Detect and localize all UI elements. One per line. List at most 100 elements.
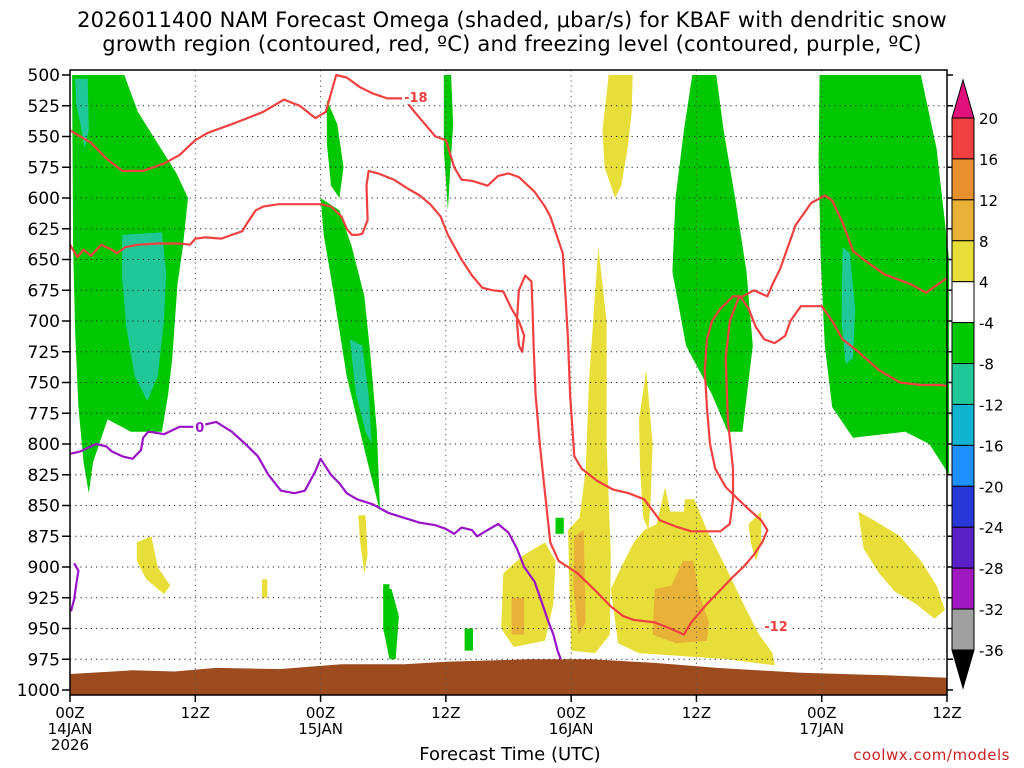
x-tick-label-72-0: 00Z [807,704,836,722]
x-axis-label: Forecast Time (UTC) [419,744,601,765]
colorbar-label-10: -24 [979,519,1004,537]
colorbar-label-9: -20 [979,478,1004,496]
colorbar-label-8: -16 [979,437,1004,455]
y-tick-label-650: 650 [28,251,60,271]
omega-region-24 [511,597,525,635]
colorbar-swatch-1 [951,117,975,160]
x-tick-label-48-0: 00Z [556,704,585,722]
x-tick-label-12-0: 12Z [181,704,210,722]
omega-region-15 [136,536,171,595]
omega-region-17 [262,579,268,598]
colorbar-swatch-9 [951,444,975,487]
omega-region-26 [652,560,709,644]
colorbar-label-4: 4 [979,274,989,292]
dgz-contour-label-bg-1 [762,618,791,634]
omega-region-10 [383,587,399,660]
y-tick-label-500: 500 [28,66,60,86]
y-tick-label-775: 775 [28,404,60,424]
colorbar: 20 16 12 8 4 -4 -8 -12 -16 -20 -24 -28 -32 -36 [951,78,1004,690]
y-tick-label-1000: 1000 [17,681,60,701]
omega-region-9 [841,247,856,365]
omega-region-5 [326,99,344,198]
omega-region-14 [602,75,633,198]
y-tick-label-900: 900 [28,558,60,578]
chart-title-line-1: 2026011400 NAM Forecast Omega (shaded, μ… [77,8,947,32]
colorbar-swatch-10 [951,485,975,528]
x-tick-label-60-0: 12Z [682,704,711,722]
y-tick-label-950: 950 [28,620,60,640]
x-tick-label-72-1: 17JAN [799,720,844,738]
y-axis: 500 525 550 575 600 625 650 675 700 725 750 775 800 8… [17,66,953,701]
x-tick-label-84-0: 12Z [932,704,961,722]
colorbar-swatch-3 [951,199,975,242]
omega-region-12 [464,628,473,651]
y-tick-label-575: 575 [28,158,60,178]
dgz-contour-label-bg-0 [402,89,431,105]
y-tick-label-850: 850 [28,497,60,517]
y-tick-label-825: 825 [28,466,60,486]
freezing-level-label-0: 0 [195,421,204,436]
omega-region-3 [320,198,381,512]
colorbar-swatch-5 [951,281,975,324]
x-tick-label-24-0: 00Z [306,704,335,722]
omega-region-21 [639,370,653,531]
x-tick-label-0-0: 00Z [55,704,84,722]
dgz-contour-line-0 [69,73,948,533]
colorbar-swatch-11 [951,526,975,569]
colorbar-label-3: 8 [979,233,989,251]
y-tick-label-550: 550 [28,128,60,148]
colorbar-label-2: 12 [979,192,998,210]
x-tick-label-48-1: 16JAN [549,720,594,738]
omega-region-13 [555,517,564,534]
omega-region-25 [573,530,586,635]
x-tick-label-24-1: 15JAN [298,720,343,738]
y-tick-label-625: 625 [28,220,60,240]
omega-region-2 [122,232,167,401]
y-tick-label-700: 700 [28,312,60,332]
colorbar-swatch-8 [951,403,975,446]
omega-region-6 [443,75,454,211]
colorbar-swatch-13 [951,608,975,651]
y-tick-label-525: 525 [28,97,60,117]
site-credit: coolwx.com/models [853,746,1010,764]
x-tick-label-0-1: 14JAN [48,720,93,738]
omega-region-16 [358,515,368,574]
y-tick-label-675: 675 [28,281,60,301]
colorbar-label-7: -12 [979,396,1004,414]
omega-region-23 [858,511,945,619]
y-tick-label-975: 975 [28,650,60,670]
colorbar-swatch-2 [951,158,975,201]
colorbar-label-5: -4 [979,315,994,333]
y-tick-label-925: 925 [28,589,60,609]
colorbar-label-11: -28 [979,560,1004,578]
colorbar-swatch-6 [951,322,975,365]
dgz-contour-label-0: -18 [404,91,428,106]
plot-area: -18 -12 0 [69,69,950,696]
colorbar-swatch-12 [951,567,975,610]
dgz-contour-label-1: -12 [764,620,788,635]
x-tick-label-0-2: 2026 [51,736,89,754]
omega-region-4 [349,339,372,444]
y-tick-label-750: 750 [28,374,60,394]
colorbar-swatch-7 [951,363,975,405]
dgz-contour-line-1 [69,169,948,636]
freezing-level-layer: 0 [69,418,562,660]
colorbar-label-13: -36 [979,642,1004,660]
colorbar-label-0: 20 [979,110,998,128]
y-tick-label-875: 875 [28,527,60,547]
freezing-level-line-0 [69,420,562,660]
freezing-level-label-bg-0 [193,418,206,434]
y-tick-label-600: 600 [28,189,60,209]
x-tick-label-36-0: 12Z [431,704,460,722]
colorbar-bottom-triangle [951,649,975,690]
dgz-contour-layer: -18 -12 [69,73,948,636]
colorbar-label-6: -8 [979,356,994,374]
terrain-layer [70,659,947,695]
colorbar-label-1: 16 [979,151,998,169]
chart-title-line-2: growth region (contoured, red, ºC) and f… [102,32,922,56]
y-tick-label-800: 800 [28,435,60,455]
terrain-fill [70,659,947,695]
y-tick-label-725: 725 [28,343,60,363]
colorbar-top-triangle [951,78,975,119]
